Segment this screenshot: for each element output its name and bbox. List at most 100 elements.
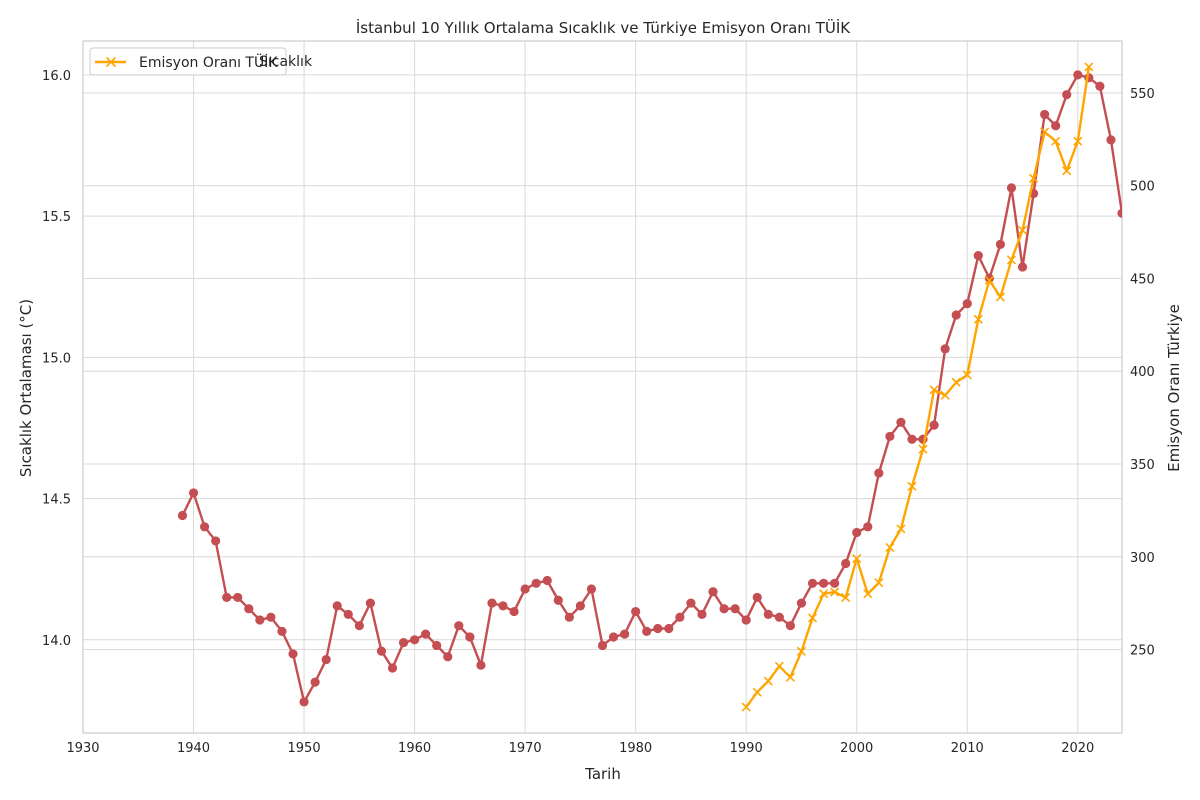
data-point-sicaklik: [542, 575, 552, 586]
data-point-sicaklik: [244, 604, 254, 614]
data-point-sicaklik: [277, 626, 287, 636]
series-layer: [177, 62, 1122, 712]
data-point-sicaklik: [962, 299, 972, 309]
data-point-emisyon: [852, 554, 862, 564]
data-point-sicaklik: [1062, 90, 1072, 100]
data-point-sicaklik: [885, 431, 895, 442]
x-tick-label: 1980: [619, 741, 652, 756]
data-point-sicaklik: [597, 640, 608, 651]
data-point-sicaklik: [785, 621, 796, 631]
data-point-emisyon: [1051, 136, 1061, 146]
y-right-tick-label: 450: [1130, 272, 1155, 287]
data-point-sicaklik: [642, 626, 652, 636]
data-point-emisyon: [885, 542, 895, 553]
legend: Sıcaklık Emisyon Oranı TÜİK: [89, 47, 313, 76]
x-tick-label: 1930: [66, 741, 99, 756]
data-point-sicaklik: [1051, 121, 1061, 131]
y-right-tick-label: 500: [1130, 180, 1155, 195]
data-point-sicaklik: [310, 677, 320, 687]
series-emisyon: [741, 62, 1094, 712]
y-right-axis-label: Emisyon Oranı Türkiye: [1165, 304, 1183, 472]
data-point-emisyon: [995, 292, 1005, 302]
data-point-sicaklik: [454, 621, 464, 631]
data-point-sicaklik: [896, 417, 906, 427]
data-point-emisyon: [818, 589, 829, 599]
data-point-sicaklik: [387, 663, 398, 673]
data-point-emisyon: [940, 390, 950, 400]
data-point-sicaklik: [376, 646, 387, 656]
data-point-sicaklik: [719, 604, 729, 614]
y-left-axis-ticks: 14.0 14.5 15.0 15.5 16.0: [42, 69, 71, 649]
data-point-emisyon: [1029, 173, 1039, 183]
x-tick-label: 2010: [951, 741, 984, 756]
data-point-sicaklik: [1006, 183, 1017, 193]
data-point-sicaklik: [365, 598, 375, 608]
y-right-tick-label: 300: [1130, 551, 1155, 566]
x-tick-label: 1970: [509, 741, 542, 756]
data-point-sicaklik: [177, 510, 188, 521]
data-point-emisyon: [796, 646, 807, 656]
data-point-sicaklik: [697, 609, 707, 619]
data-point-sicaklik: [796, 598, 807, 608]
data-point-emisyon: [741, 702, 751, 712]
chart-title: İstanbul 10 Yıllık Ortalama Sıcaklık ve …: [356, 18, 851, 37]
data-point-sicaklik: [807, 578, 818, 588]
data-point-sicaklik: [553, 595, 563, 605]
data-point-emisyon: [1017, 225, 1028, 235]
data-point-sicaklik: [443, 652, 453, 662]
y-left-tick-label: 15.0: [42, 351, 71, 366]
data-point-sicaklik: [631, 606, 641, 617]
data-point-sicaklik: [332, 601, 342, 611]
y-left-tick-label: 15.5: [42, 210, 71, 225]
y-left-tick-label: 16.0: [42, 69, 71, 84]
data-point-sicaklik: [841, 558, 851, 569]
data-point-sicaklik: [586, 584, 597, 594]
y-right-tick-label: 550: [1130, 87, 1155, 102]
data-point-emisyon: [973, 314, 983, 324]
data-point-emisyon: [1006, 255, 1017, 265]
plot-frame: [82, 40, 1123, 734]
data-point-emisyon: [1062, 166, 1072, 176]
data-point-sicaklik: [620, 629, 630, 639]
data-point-sicaklik: [653, 623, 663, 634]
data-point-sicaklik: [907, 434, 917, 444]
data-point-sicaklik: [188, 488, 199, 498]
data-point-sicaklik: [852, 527, 862, 538]
data-point-emisyon: [863, 589, 873, 599]
data-point-emisyon: [841, 593, 851, 603]
data-point-emisyon: [962, 370, 972, 380]
data-point-sicaklik: [398, 638, 409, 648]
data-point-emisyon: [874, 578, 884, 588]
data-point-emisyon: [951, 377, 961, 387]
x-tick-label: 1960: [398, 741, 431, 756]
data-point-sicaklik: [575, 601, 585, 611]
data-point-sicaklik: [211, 536, 221, 546]
data-point-sicaklik: [951, 310, 961, 320]
data-point-sicaklik: [465, 632, 475, 642]
data-point-emisyon: [1040, 127, 1050, 137]
data-point-sicaklik: [940, 344, 950, 354]
data-point-sicaklik: [830, 578, 840, 588]
y-right-tick-label: 400: [1130, 365, 1155, 380]
legend-entry-emisyon: Emisyon Oranı TÜİK: [95, 53, 278, 71]
data-point-emisyon: [1084, 62, 1094, 72]
x-tick-label: 2020: [1061, 741, 1094, 756]
data-point-sicaklik: [608, 632, 619, 642]
data-point-sicaklik: [487, 598, 497, 608]
data-point-emisyon: [896, 524, 906, 534]
data-point-sicaklik: [664, 623, 674, 634]
data-point-sicaklik: [222, 592, 232, 603]
data-point-sicaklik: [763, 609, 773, 619]
x-axis-label: Tarih: [584, 765, 621, 783]
data-point-sicaklik: [531, 578, 541, 588]
data-point-sicaklik: [686, 598, 696, 608]
data-point-emisyon: [907, 481, 917, 491]
data-point-sicaklik: [1073, 70, 1083, 80]
data-point-emisyon: [1073, 136, 1083, 146]
data-point-sicaklik: [266, 612, 276, 622]
data-point-sicaklik: [233, 592, 243, 603]
data-point-sicaklik: [675, 612, 685, 622]
data-point-sicaklik: [929, 420, 939, 430]
data-point-sicaklik: [199, 522, 210, 532]
data-point-emisyon: [807, 613, 818, 623]
